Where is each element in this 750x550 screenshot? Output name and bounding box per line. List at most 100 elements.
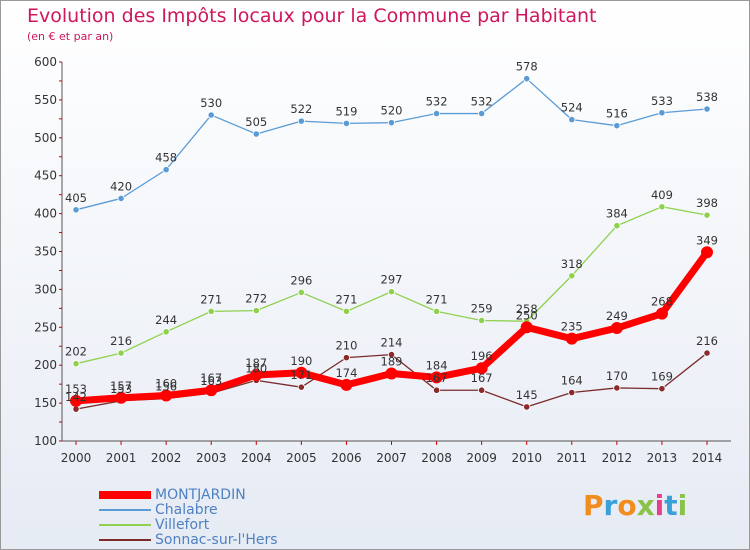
data-point	[115, 391, 128, 404]
series-montjardin	[70, 246, 713, 407]
data-point	[387, 288, 396, 296]
data-label: 145	[516, 388, 538, 402]
legend-item: MONTJARDIN	[99, 487, 278, 503]
data-label: 235	[561, 320, 583, 334]
data-point	[117, 194, 125, 203]
data-label: 271	[200, 292, 222, 306]
data-label: 196	[471, 349, 493, 363]
data-label: 530	[200, 96, 222, 110]
chart-subtitle: (en € et par an)	[27, 30, 114, 43]
data-point	[613, 122, 621, 130]
data-point	[342, 307, 351, 315]
data-point	[703, 105, 711, 113]
data-point	[205, 384, 218, 397]
data-label: 522	[290, 102, 312, 116]
data-label: 268	[651, 295, 673, 309]
data-label: 532	[471, 95, 493, 109]
data-label: 174	[335, 366, 357, 380]
data-label: 163	[200, 374, 222, 388]
data-point	[162, 328, 170, 336]
y-tick-label: 200	[34, 358, 57, 372]
y-tick-label: 500	[34, 131, 57, 145]
data-label: 170	[606, 369, 628, 383]
data-label: 538	[696, 90, 718, 104]
data-label: 164	[561, 373, 583, 387]
data-label: 524	[561, 101, 583, 115]
x-tick-label: 2000	[61, 451, 92, 465]
logo-letter: o	[617, 489, 637, 522]
data-label: 187	[245, 356, 267, 370]
data-label: 296	[290, 273, 312, 287]
legend-swatch	[99, 508, 151, 511]
logo-letter: i	[677, 489, 688, 522]
legend-item: Sonnac-sur-l'Hers	[99, 532, 278, 548]
data-point	[478, 316, 486, 325]
y-tick-label: 150	[34, 396, 57, 410]
data-label: 160	[155, 377, 177, 391]
data-point	[70, 394, 82, 407]
data-point	[252, 307, 260, 315]
series-line	[75, 78, 708, 211]
data-point	[703, 349, 711, 357]
data-point	[523, 75, 531, 83]
data-point	[432, 307, 441, 315]
data-label: 167	[200, 371, 222, 385]
logo-letter: i	[654, 489, 665, 522]
data-label: 210	[335, 339, 357, 353]
data-label: 216	[110, 334, 132, 348]
data-point	[207, 111, 215, 119]
legend-swatch	[99, 490, 151, 499]
data-point	[430, 371, 443, 384]
legend-label: Chalabre	[155, 501, 218, 518]
data-label: 214	[381, 336, 403, 350]
data-label: 533	[651, 94, 673, 108]
data-label: 458	[155, 151, 177, 165]
data-point	[703, 211, 711, 219]
data-point	[295, 366, 308, 379]
data-point	[701, 246, 713, 259]
x-tick-label: 2007	[376, 451, 407, 465]
data-label: 180	[245, 361, 267, 375]
data-label: 349	[696, 233, 718, 247]
y-tick-label: 600	[34, 55, 57, 69]
data-label: 189	[381, 355, 403, 369]
data-label: 398	[696, 196, 718, 210]
data-point	[568, 272, 576, 280]
data-label: 250	[516, 308, 538, 322]
data-label: 520	[381, 104, 403, 118]
x-tick-label: 2014	[692, 451, 723, 465]
data-point	[565, 332, 578, 345]
data-point	[568, 116, 576, 124]
y-tick-label: 100	[34, 434, 57, 448]
data-label: 167	[426, 371, 448, 385]
data-point	[250, 369, 263, 382]
data-label: 171	[290, 368, 312, 382]
data-point	[162, 166, 170, 174]
series-chalabre	[72, 75, 711, 214]
legend-item: Villefort	[99, 517, 278, 533]
data-point	[432, 109, 441, 118]
data-label: 169	[651, 370, 673, 384]
data-label: 578	[516, 60, 538, 74]
data-label: 153	[65, 382, 87, 396]
data-point	[72, 405, 80, 413]
data-point	[610, 322, 623, 335]
data-point	[297, 288, 305, 297]
data-point	[342, 354, 351, 362]
data-point	[297, 383, 305, 391]
data-point	[297, 117, 305, 125]
x-tick-label: 2013	[647, 451, 678, 465]
data-label: 184	[426, 358, 448, 372]
data-label: 157	[110, 379, 132, 393]
data-point	[478, 386, 486, 394]
data-label: 259	[471, 301, 493, 315]
data-point	[523, 403, 531, 411]
data-label: 384	[606, 207, 628, 221]
x-tick-label: 2010	[511, 451, 542, 465]
y-tick-label: 550	[34, 93, 57, 107]
x-tick-label: 2002	[151, 451, 182, 465]
chart-title: Evolution des Impôts locaux pour la Comm…	[27, 5, 597, 27]
data-point	[655, 307, 668, 320]
data-label: 216	[696, 334, 718, 348]
